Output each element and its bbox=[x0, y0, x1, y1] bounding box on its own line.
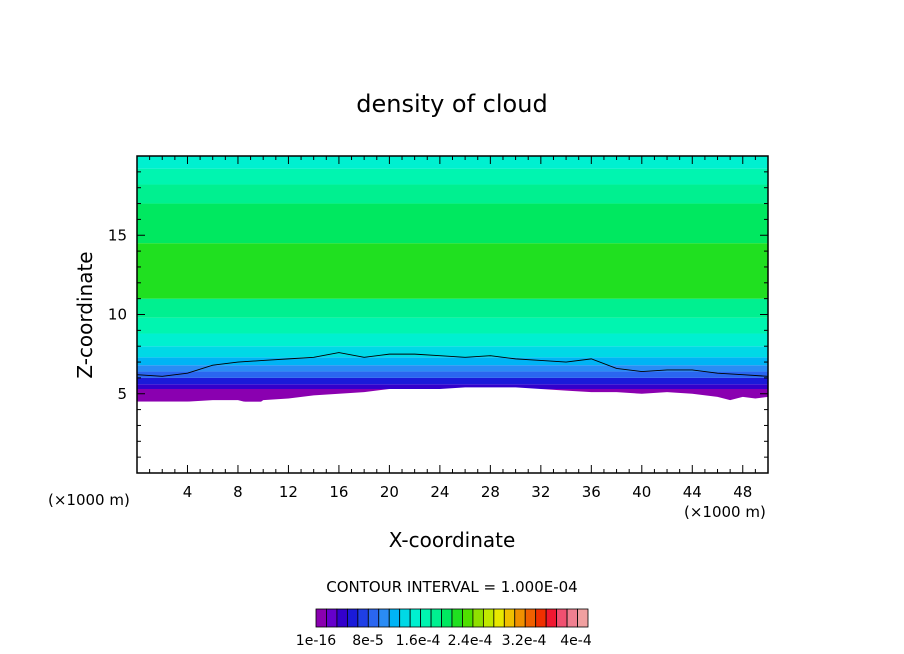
colorbar-swatch-2 bbox=[336, 608, 348, 628]
field-band-13 bbox=[137, 168, 768, 185]
field-band-14 bbox=[137, 156, 768, 169]
colorbar-swatch-0 bbox=[315, 608, 327, 628]
clear-air-region bbox=[137, 387, 768, 473]
colorbar-swatch-19 bbox=[514, 608, 526, 628]
field-band-7 bbox=[137, 333, 768, 347]
x-axis-label: X-coordinate bbox=[389, 528, 516, 552]
colorbar-swatch-9 bbox=[409, 608, 422, 628]
x-tick-label: 36 bbox=[582, 483, 601, 501]
x-axis-unit-left: (×1000 m) bbox=[48, 491, 130, 509]
colorbar-swatch-1 bbox=[326, 608, 338, 628]
x-tick-label: 16 bbox=[329, 483, 348, 501]
y-tick-label: 15 bbox=[108, 226, 127, 244]
field-band-2 bbox=[137, 377, 768, 385]
colorbar-swatch-18 bbox=[503, 608, 516, 628]
x-tick-label: 24 bbox=[430, 483, 449, 501]
colorbar-swatch-16 bbox=[482, 608, 495, 628]
colorbar-label: 8e-5 bbox=[352, 633, 383, 649]
x-axis-unit-right: (×1000 m) bbox=[684, 503, 766, 521]
x-axis-ticks: 4 8 12 16 20 24 28 32 36 40 44 48 bbox=[136, 156, 769, 501]
colorbar-swatch-23 bbox=[556, 608, 568, 628]
x-tick-label: 28 bbox=[481, 483, 500, 501]
colorbar-swatch-10 bbox=[420, 608, 432, 628]
field-band-1 bbox=[137, 384, 768, 389]
colorbar-swatch-13 bbox=[451, 608, 463, 628]
field-band-8 bbox=[137, 317, 768, 334]
colorbar-swatch-22 bbox=[545, 608, 558, 628]
colorbar-swatch-17 bbox=[493, 608, 505, 628]
x-tick-label: 32 bbox=[531, 483, 550, 501]
field-band-5 bbox=[137, 357, 768, 366]
colorbar-swatch-8 bbox=[399, 608, 411, 628]
field-band-3 bbox=[137, 371, 768, 378]
field-band-12 bbox=[137, 184, 768, 204]
contour-lines bbox=[137, 352, 768, 377]
colorbar-swatch-20 bbox=[524, 608, 537, 628]
colorbar-swatch-11 bbox=[430, 608, 442, 628]
y-axis-ticks: 5 10 15 bbox=[108, 155, 768, 474]
colorbar-label: 1.6e-4 bbox=[396, 633, 441, 649]
colorbar-label: 4e-4 bbox=[560, 633, 592, 649]
x-tick-label: 40 bbox=[632, 483, 651, 501]
colorbar-swatch-25 bbox=[577, 608, 589, 628]
colorbar-swatch-12 bbox=[441, 608, 453, 628]
colorbar-swatch-6 bbox=[378, 608, 390, 628]
field-band-11 bbox=[137, 203, 768, 244]
field-band-10 bbox=[137, 243, 768, 299]
colorbar-swatch-15 bbox=[472, 608, 484, 628]
y-tick-label: 10 bbox=[108, 306, 127, 324]
contour-line-cloud-top bbox=[137, 352, 768, 377]
colorbar-swatch-5 bbox=[367, 608, 380, 628]
colorbar-label: 1e-16 bbox=[296, 633, 336, 649]
colorbar-labels: 1e-16 8e-5 1.6e-4 2.4e-4 3.2e-4 4e-4 bbox=[296, 633, 592, 649]
field-band-4 bbox=[137, 365, 768, 372]
colorbar-swatch-4 bbox=[357, 608, 369, 628]
colorbar-swatch-14 bbox=[462, 608, 474, 628]
x-tick-label: 8 bbox=[233, 483, 243, 501]
chart-title: density of cloud bbox=[356, 90, 547, 118]
x-tick-label: 20 bbox=[380, 483, 399, 501]
colorbar-swatch-21 bbox=[535, 608, 547, 628]
x-tick-label: 48 bbox=[733, 483, 752, 501]
density-field bbox=[137, 156, 768, 473]
field-band-6 bbox=[137, 346, 768, 358]
contour-interval-text: CONTOUR INTERVAL = 1.000E-04 bbox=[326, 578, 577, 596]
colorbar-swatch-3 bbox=[346, 608, 359, 628]
y-axis-label: Z-coordinate bbox=[73, 251, 97, 378]
x-tick-label: 12 bbox=[279, 483, 298, 501]
colorbar-label: 3.2e-4 bbox=[502, 633, 547, 649]
x-tick-label: 4 bbox=[183, 483, 193, 501]
colorbar-label: 2.4e-4 bbox=[448, 633, 493, 649]
colorbar bbox=[315, 608, 589, 628]
colorbar-swatch-24 bbox=[566, 608, 578, 628]
colorbar-swatch-7 bbox=[388, 608, 401, 628]
y-tick-label: 5 bbox=[117, 385, 127, 403]
field-band-9 bbox=[137, 298, 768, 318]
x-tick-label: 44 bbox=[683, 483, 702, 501]
